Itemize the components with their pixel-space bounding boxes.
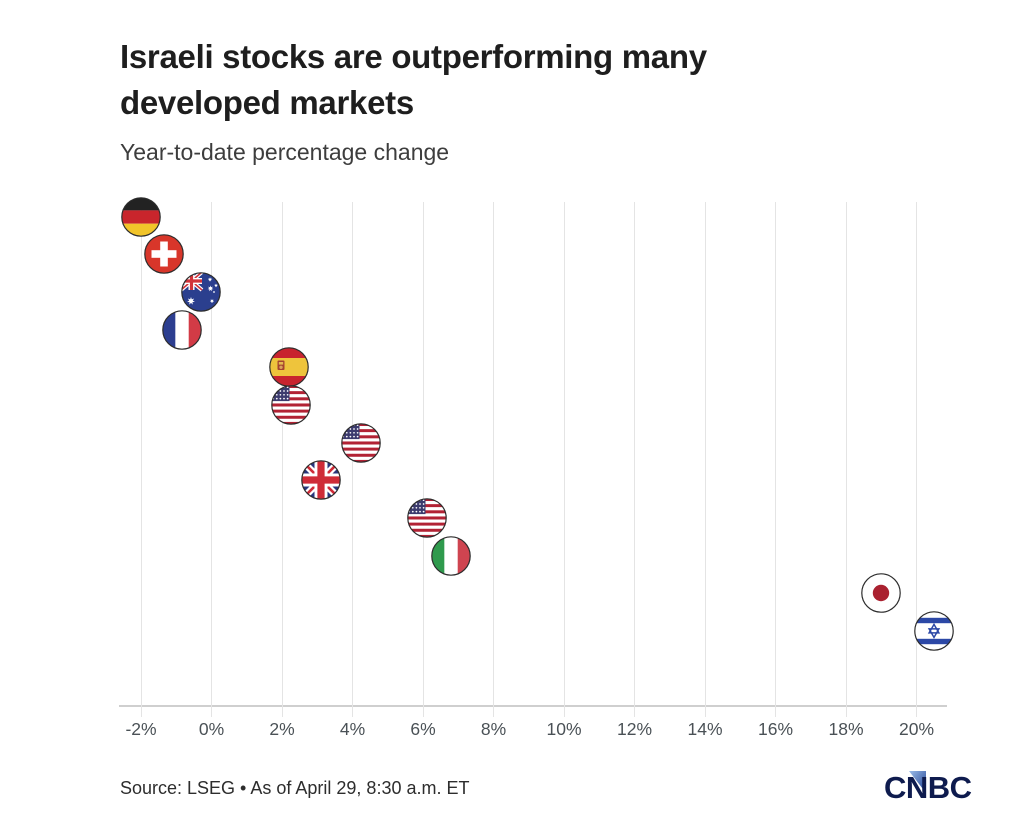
gridline xyxy=(775,202,776,717)
gridline xyxy=(845,202,847,717)
flag-marker-de-icon xyxy=(121,196,161,237)
x-axis-tick-label: 18% xyxy=(828,719,864,739)
x-axis-line xyxy=(119,705,947,707)
x-axis-tick-label: 20% xyxy=(898,719,935,739)
cnbc-logo: CNBC xyxy=(884,770,980,808)
gridline xyxy=(493,202,494,717)
x-axis-tick-label: 10% xyxy=(546,719,582,739)
source-text: Source: LSEG • As of April 29, 8:30 a.m.… xyxy=(120,778,470,798)
x-axis-tick-label: 14% xyxy=(687,719,723,739)
gridline xyxy=(704,202,706,717)
flag-marker-us-icon xyxy=(270,385,311,425)
cnbc-wordmark: CNBC xyxy=(884,770,972,805)
chart-title-line2: developed markets xyxy=(120,84,414,121)
gridline xyxy=(140,202,142,717)
x-axis-tick-label: -2% xyxy=(125,719,157,739)
flag-marker-us-icon xyxy=(406,498,447,538)
x-axis-tick-label: 12% xyxy=(616,719,653,739)
x-axis-tick-label: 2% xyxy=(269,719,295,739)
flag-marker-il-icon xyxy=(914,611,954,651)
flag-marker-it-icon xyxy=(431,535,471,576)
gridline xyxy=(563,202,565,717)
x-axis-tick-label: 8% xyxy=(480,719,507,739)
flag-marker-au-icon xyxy=(181,272,221,312)
flag-marker-jp-icon xyxy=(861,573,902,614)
x-axis-tick-label: 16% xyxy=(757,719,794,739)
cnbc-peacock-triangle-icon xyxy=(909,771,926,798)
x-axis-tick-label: 6% xyxy=(410,719,436,739)
gridline xyxy=(634,202,635,717)
flag-marker-fr-icon xyxy=(161,309,202,350)
chart-title: Israeli stocks are outperforming many de… xyxy=(120,34,707,126)
x-axis-tick-label: 0% xyxy=(198,719,225,739)
gridline xyxy=(211,202,212,717)
flag-marker-us-icon xyxy=(341,422,382,463)
flag-marker-gb-icon xyxy=(300,460,341,501)
flag-marker-es-icon xyxy=(269,347,309,388)
chart-title-line1: Israeli stocks are outperforming many xyxy=(120,38,707,75)
gridline xyxy=(422,202,424,717)
x-axis-tick-label: 4% xyxy=(339,719,366,739)
flag-marker-ch-icon xyxy=(144,234,184,275)
gridline xyxy=(916,202,917,717)
gridline xyxy=(281,202,283,717)
chart-subtitle: Year-to-date percentage change xyxy=(120,139,450,165)
